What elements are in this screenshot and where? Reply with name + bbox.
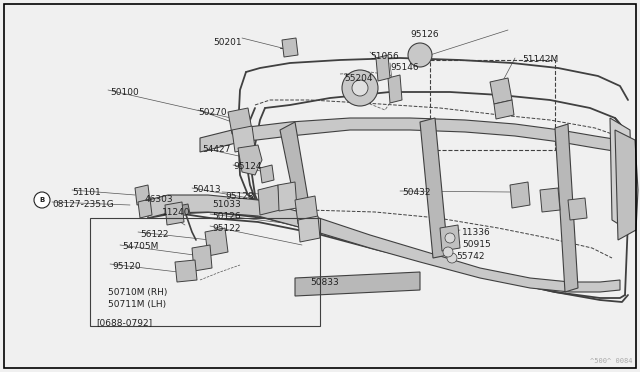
Text: 08127-2351G: 08127-2351G [52,200,114,209]
Circle shape [342,70,378,106]
Polygon shape [280,122,310,218]
Text: 50270: 50270 [198,108,227,117]
Text: 95122: 95122 [212,224,241,233]
Polygon shape [260,165,274,183]
Text: 11240: 11240 [162,208,191,217]
Circle shape [352,80,368,96]
Polygon shape [420,118,448,258]
Polygon shape [228,108,252,134]
Text: 11336: 11336 [462,228,491,237]
Text: 95128: 95128 [225,192,253,201]
Polygon shape [610,118,632,230]
Text: 51101: 51101 [72,188,100,197]
Polygon shape [440,225,460,251]
Text: 95124: 95124 [233,162,262,171]
Circle shape [447,253,457,263]
Polygon shape [510,182,530,208]
Bar [90,218,320,326]
Text: 50711M (LH): 50711M (LH) [108,300,166,309]
Polygon shape [258,185,280,215]
Circle shape [443,247,453,257]
Polygon shape [175,260,197,282]
Text: 95120: 95120 [112,262,141,271]
Polygon shape [615,130,638,240]
Polygon shape [555,124,578,292]
Polygon shape [494,100,514,119]
Polygon shape [205,228,228,256]
Polygon shape [200,118,620,152]
Polygon shape [540,188,560,212]
Polygon shape [165,202,184,225]
Polygon shape [568,198,587,220]
Text: 50100: 50100 [110,88,139,97]
Polygon shape [232,126,255,152]
Text: 50710M (RH): 50710M (RH) [108,288,168,297]
Polygon shape [490,78,512,104]
Polygon shape [138,199,152,218]
Polygon shape [178,204,190,216]
Polygon shape [376,55,390,81]
Text: 54427: 54427 [202,145,230,154]
Text: 95126: 95126 [410,30,438,39]
Polygon shape [135,185,150,205]
Polygon shape [388,75,402,103]
Text: 50413: 50413 [192,185,221,194]
Text: 50201: 50201 [213,38,242,47]
Text: 54705M: 54705M [122,242,158,251]
Text: 50915: 50915 [462,240,491,249]
Polygon shape [192,245,212,271]
Text: 50833: 50833 [310,278,339,287]
Text: 55742: 55742 [456,252,484,261]
Polygon shape [298,216,320,242]
Text: 56122: 56122 [140,230,168,239]
Text: 51056: 51056 [370,52,399,61]
Text: 46303: 46303 [145,195,173,204]
Polygon shape [278,182,297,211]
Polygon shape [282,38,298,57]
Text: ^500^ 0084: ^500^ 0084 [589,358,632,364]
Polygon shape [295,196,318,224]
Text: 51033: 51033 [212,200,241,209]
Text: 95146: 95146 [390,63,419,72]
Text: [0688-0792]: [0688-0792] [96,318,152,327]
Text: 51142M: 51142M [522,55,558,64]
Circle shape [34,192,50,208]
Circle shape [408,43,432,67]
Polygon shape [238,145,262,175]
Polygon shape [295,272,420,296]
Text: 55204: 55204 [344,74,372,83]
Circle shape [445,233,455,243]
Polygon shape [148,195,620,292]
Text: 50432: 50432 [402,188,431,197]
Text: 50126: 50126 [212,212,241,221]
Text: B: B [40,197,45,203]
